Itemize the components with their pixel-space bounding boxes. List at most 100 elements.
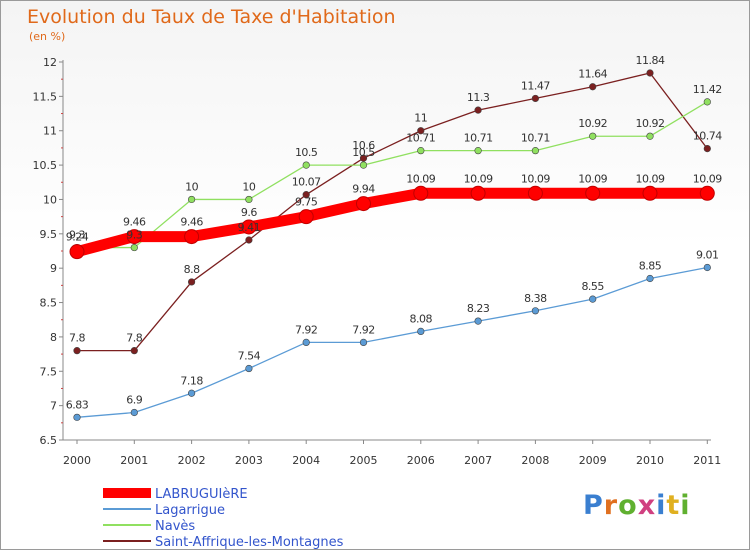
series-line-1 [76,266,708,418]
data-point [589,83,597,91]
data-point [298,209,314,225]
data-label: 6.83 [66,398,89,411]
data-label: 9.75 [295,196,318,209]
data-label: 7.54 [238,350,261,363]
data-point [589,295,597,303]
data-label: 10.09 [464,172,493,185]
x-tick-label: 2004 [292,454,320,467]
data-label: 10.92 [578,117,607,130]
data-label: 10.09 [406,172,435,185]
data-label: 11.47 [521,79,550,92]
logo-letter: i [656,490,667,521]
data-point [130,347,138,355]
data-point [646,132,654,140]
chart-title: Evolution du Taux de Taxe d'Habitation [27,6,396,28]
legend-label: Navès [155,519,195,534]
logo-letter: i [680,490,691,521]
y-tick-label: 11.5 [33,90,58,103]
data-label: 10.09 [578,172,607,185]
chart-unit: (en %) [29,30,66,43]
data-point [73,413,81,421]
data-point [130,408,138,417]
data-label: 10.71 [521,132,550,145]
data-point [417,147,425,155]
x-tick-label: 2003 [235,454,263,467]
data-label: 10.09 [636,172,665,185]
data-label: 10.07 [292,176,321,189]
series-line-0 [71,187,713,258]
data-label: 9.46 [180,216,203,229]
data-point [589,132,597,140]
series-line-3 [76,72,708,352]
data-label: 8.55 [581,280,604,293]
data-point [585,185,601,201]
data-point [474,106,482,114]
y-tick-label: 6.5 [40,434,58,447]
data-point [531,307,540,315]
data-point [470,185,486,201]
data-point [188,195,196,204]
data-label: 9.41 [238,221,261,234]
x-tick-label: 2000 [63,454,91,467]
data-point [474,147,482,155]
data-label: 11.3 [467,91,490,104]
series-line-2 [76,101,708,249]
data-point [417,127,425,135]
x-tick-label: 2007 [464,454,492,467]
legend-label: Saint-Affrique-les-Montagnes [155,535,344,549]
logo-letter: P [583,490,604,521]
x-tick-label: 2009 [579,454,607,467]
x-tick-label: 2010 [636,454,664,467]
logo-letter: x [637,490,657,521]
y-tick-label: 8.5 [40,297,58,310]
logo-letter: o [618,490,638,521]
x-tick-label: 2001 [120,454,148,467]
data-point [245,195,253,204]
legend-label: Lagarrigue [155,503,225,518]
data-point [69,244,85,260]
data-point [188,389,196,397]
data-label: 8.38 [524,292,547,305]
data-point [130,243,138,252]
data-label: 10 [185,180,198,193]
data-point [188,278,196,286]
x-tick-label: 2008 [521,454,549,467]
data-point [531,147,540,155]
data-point [474,317,482,325]
data-point [73,347,81,355]
data-label: 6.9 [126,394,142,407]
data-label: 8.08 [410,312,433,325]
data-label: 9.46 [123,216,146,229]
data-label: 7.8 [69,332,85,345]
logo-letter: r [603,490,619,521]
data-point [417,327,425,336]
data-label: 10.71 [406,132,435,145]
data-point [531,94,540,103]
data-point [703,144,711,153]
data-point [359,161,368,169]
y-tick-label: 9 [50,262,57,275]
data-label: 8.85 [639,259,662,272]
y-tick-label: 11 [43,125,57,138]
data-label: 10.6 [352,139,375,152]
proxiti-logo: Proxiti [583,490,691,521]
data-label: 7.8 [126,332,142,345]
data-label: 9.3 [126,229,142,242]
data-point [699,185,715,201]
data-label: 10.92 [636,117,665,130]
data-label: 8.23 [467,302,490,315]
data-point [241,219,257,235]
data-point [302,191,310,199]
data-point [356,196,371,212]
legend-label: LABRUGUIèRE [155,487,248,502]
data-point [245,364,253,373]
data-label: 7.18 [180,374,203,387]
data-point [646,69,654,77]
data-label: 8.8 [184,263,200,276]
data-label: 10.74 [693,130,722,143]
data-point [642,185,658,201]
data-label: 11.42 [693,83,722,96]
data-label: 9.3 [69,229,85,242]
